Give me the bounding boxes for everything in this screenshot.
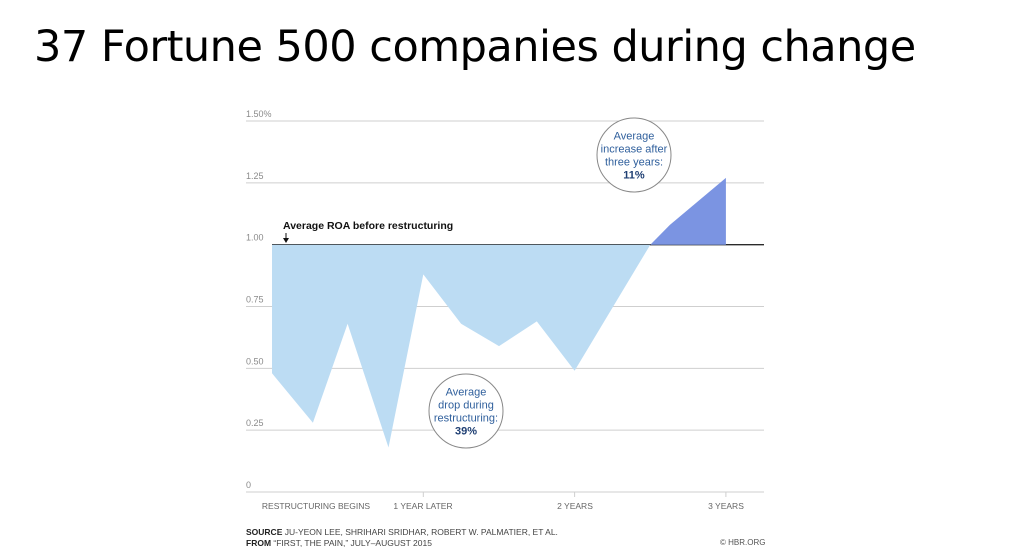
x-tick-label: 3 YEARS [708, 501, 744, 511]
source-note: SOURCE JU-YEON LEE, SHRIHARI SRIDHAR, RO… [246, 527, 558, 549]
x-tick-label: RESTRUCTURING BEGINS [262, 501, 370, 511]
increase-callout-line: increase after [601, 144, 668, 156]
baseline-label: Average ROA before restructuring [283, 220, 453, 232]
y-tick-label: 0.75 [246, 295, 264, 305]
increase-callout-line: three years: [605, 157, 663, 169]
increase-callout-value: 11% [623, 170, 645, 182]
y-tick-label: 0 [246, 480, 251, 490]
source-text: JU-YEON LEE, SHRIHARI SRIDHAR, ROBERT W.… [284, 527, 558, 537]
drop-callout-value: 39% [455, 426, 477, 438]
y-tick-label: 1.00 [246, 233, 264, 243]
x-tick-label: 2 YEARS [557, 501, 593, 511]
drop-callout-circle [428, 373, 504, 449]
credit-text: © HBR.ORG [720, 538, 766, 547]
from-text: “FIRST, THE PAIN,” JULY–AUGUST 2015 [273, 538, 432, 548]
from-label: FROM [246, 538, 272, 548]
x-tick-label: 1 YEAR LATER [393, 501, 452, 511]
increase-callout-line: Average [614, 131, 655, 143]
area-below-baseline [272, 244, 651, 448]
drop-callout-line: Average [446, 387, 487, 399]
y-tick-label: 0.50 [246, 356, 264, 366]
increase-callout-circle [596, 117, 672, 193]
y-tick-label: 1.25 [246, 171, 264, 181]
drop-callout-line: drop during [438, 400, 494, 412]
annotations: Average ROA before restructuringAveraged… [283, 117, 672, 449]
source-label: SOURCE [246, 527, 283, 537]
area-layer [272, 177, 726, 448]
baseline-arrow-head [283, 238, 289, 243]
axis-labels: 0 0.25 0.50 0.75 1.25 1.50% 1.00 RESTRUCTURING … [246, 109, 744, 511]
y-tick-label: 0.25 [246, 418, 264, 428]
drop-callout-line: restructuring: [434, 413, 498, 425]
y-tick-label: 1.50% [246, 109, 272, 119]
slide-title: 37 Fortune 500 companies during change [34, 22, 916, 72]
area-above-baseline [650, 177, 726, 245]
